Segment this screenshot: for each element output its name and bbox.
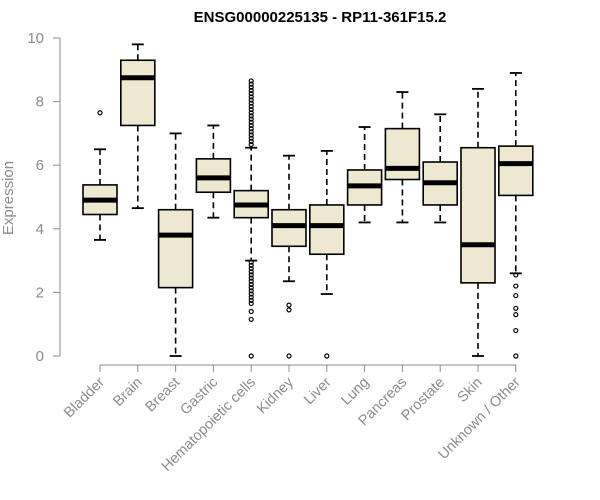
outlier-point — [513, 283, 519, 289]
outlier-point — [286, 353, 292, 359]
x-tick-label: Skin — [455, 375, 486, 406]
outlier-point — [248, 269, 254, 275]
outlier-point — [248, 78, 254, 84]
x-tick-label: Brain — [110, 375, 145, 410]
boxes-group — [82, 43, 534, 359]
iqr-box — [497, 145, 534, 197]
outlier-point — [513, 312, 519, 318]
outlier-point — [248, 281, 254, 288]
y-tick-label: 4 — [36, 221, 44, 238]
outlier-point — [248, 122, 254, 129]
outlier-point — [248, 119, 254, 125]
x-tick-label: Bladder — [61, 374, 108, 421]
outlier-point — [248, 113, 254, 119]
outlier-point — [513, 292, 519, 299]
outlier-point — [286, 307, 292, 313]
iqr-box — [384, 127, 421, 181]
outlier-point — [248, 103, 254, 109]
y-tick-label: 8 — [36, 94, 44, 111]
y-tick-label: 10 — [27, 30, 44, 47]
box-pancreas — [384, 91, 421, 224]
outlier-point — [248, 106, 254, 113]
outlier-point — [248, 294, 254, 300]
box-gastric — [195, 124, 232, 219]
x-tick-label: Kidney — [254, 374, 297, 417]
box-unknown-other — [497, 72, 534, 359]
outlier-point — [513, 327, 519, 334]
outlier-point — [248, 91, 254, 97]
outlier-point — [248, 132, 254, 138]
outlier-point — [513, 353, 519, 359]
outlier-point — [248, 110, 254, 116]
outlier-point — [248, 316, 254, 323]
outlier-point — [248, 259, 254, 265]
x-tick-label: Breast — [142, 375, 183, 416]
iqr-box — [308, 204, 345, 256]
x-tick-label: Liver — [301, 374, 335, 408]
iqr-box — [460, 146, 496, 284]
outlier-point — [248, 126, 254, 132]
outlier-point — [97, 110, 103, 116]
box-brain — [120, 43, 156, 210]
outlier-point — [248, 285, 254, 291]
box-lung — [346, 126, 383, 224]
outlier-point — [248, 278, 254, 284]
outlier-point — [248, 84, 254, 90]
outlier-point — [324, 353, 330, 359]
y-tick-label: 0 — [36, 348, 44, 365]
outlier-point — [248, 116, 254, 122]
outlier-point — [248, 135, 254, 141]
outlier-point — [248, 288, 254, 294]
outlier-point — [248, 353, 254, 359]
outlier-point — [248, 297, 254, 303]
outlier-point — [248, 291, 254, 297]
outlier-point — [248, 272, 254, 278]
outlier-point — [248, 81, 254, 87]
box-liver — [308, 149, 345, 359]
iqr-box — [157, 208, 194, 289]
box-kidney — [271, 154, 307, 359]
chart-title: ENSG00000225135 - RP11-361F15.2 — [194, 9, 447, 26]
y-tick-label: 2 — [36, 284, 44, 301]
box-skin — [460, 87, 496, 357]
y-tick-label: 6 — [36, 157, 44, 174]
outlier-point — [248, 138, 254, 144]
outlier-point — [248, 100, 254, 106]
outlier-point — [513, 305, 519, 311]
y-axis-label: Expression — [0, 161, 17, 235]
outlier-point — [248, 94, 254, 100]
outlier-point — [248, 262, 254, 268]
box-breast — [157, 132, 194, 357]
outlier-point — [248, 141, 254, 148]
box-hematopoietic-cells — [233, 78, 269, 359]
box-prostate — [422, 113, 459, 224]
outlier-point — [248, 265, 254, 272]
y-axis: 0 2 4 6 8 10 — [27, 30, 61, 365]
outlier-point — [248, 308, 254, 315]
outlier-point — [248, 97, 254, 103]
outlier-point — [248, 275, 254, 281]
box-bladder — [82, 110, 118, 241]
outlier-point — [513, 272, 519, 278]
x-tick-label: Lung — [338, 375, 372, 409]
outlier-point — [248, 300, 254, 307]
outlier-point — [286, 302, 292, 308]
outlier-point — [248, 129, 254, 135]
iqr-box — [120, 59, 156, 127]
outlier-point — [248, 87, 254, 94]
